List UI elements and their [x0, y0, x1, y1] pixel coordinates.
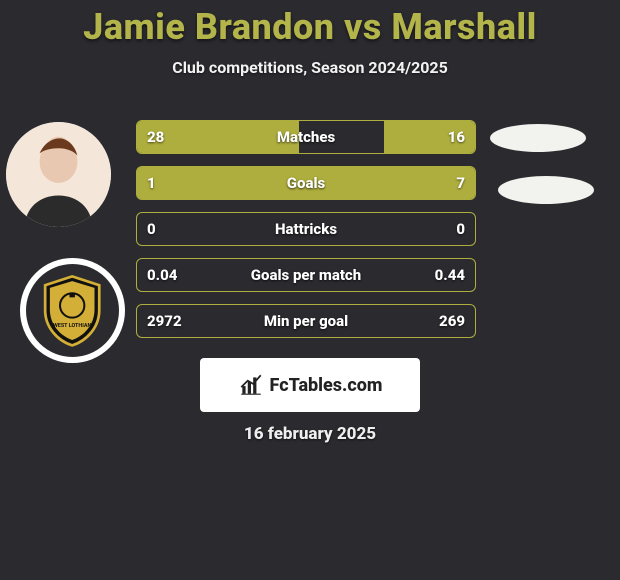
stat-value-left: 28: [147, 121, 202, 153]
stat-label: Min per goal: [264, 312, 348, 330]
stat-row: 2972 Min per goal 269: [136, 304, 476, 338]
stat-row: 28 Matches 16: [136, 120, 476, 154]
stat-value-left: 1: [147, 167, 202, 199]
stat-value-left: 0: [147, 213, 202, 245]
page-subtitle: Club competitions, Season 2024/2025: [0, 58, 620, 77]
stat-label: Goals: [287, 174, 325, 192]
person-icon: [6, 122, 111, 227]
comparison-card: Jamie Brandon vs Marshall Club competiti…: [0, 0, 620, 580]
stat-row: 0.04 Goals per match 0.44: [136, 258, 476, 292]
stat-label: Goals per match: [251, 266, 361, 284]
stat-label: Matches: [277, 128, 335, 146]
decorative-pill: [498, 176, 594, 204]
stat-value-left: 2972: [147, 305, 202, 337]
stat-value-right: 7: [410, 167, 465, 199]
svg-text:WEST LOTHIAN: WEST LOTHIAN: [53, 323, 91, 329]
stat-rows: 28 Matches 16 1 Goals 7 0 Hattricks 0 0.…: [136, 120, 476, 350]
stat-value-right: 16: [410, 121, 465, 153]
stat-row: 0 Hattricks 0: [136, 212, 476, 246]
stat-value-right: 0.44: [410, 259, 465, 291]
stat-value-right: 269: [410, 305, 465, 337]
decorative-pill: [490, 124, 586, 152]
chart-icon: [238, 372, 264, 398]
stat-label: Hattricks: [275, 220, 337, 238]
stat-value-left: 0.04: [147, 259, 202, 291]
stat-value-right: 0: [410, 213, 465, 245]
player-avatar: [6, 122, 111, 227]
snapshot-date: 16 february 2025: [0, 424, 620, 444]
stat-row: 1 Goals 7: [136, 166, 476, 200]
shield-icon: WEST LOTHIAN: [35, 273, 109, 347]
page-title: Jamie Brandon vs Marshall: [0, 0, 620, 48]
club-crest: WEST LOTHIAN: [20, 258, 125, 363]
site-name: FcTables.com: [270, 375, 383, 396]
site-badge[interactable]: FcTables.com: [200, 358, 420, 412]
